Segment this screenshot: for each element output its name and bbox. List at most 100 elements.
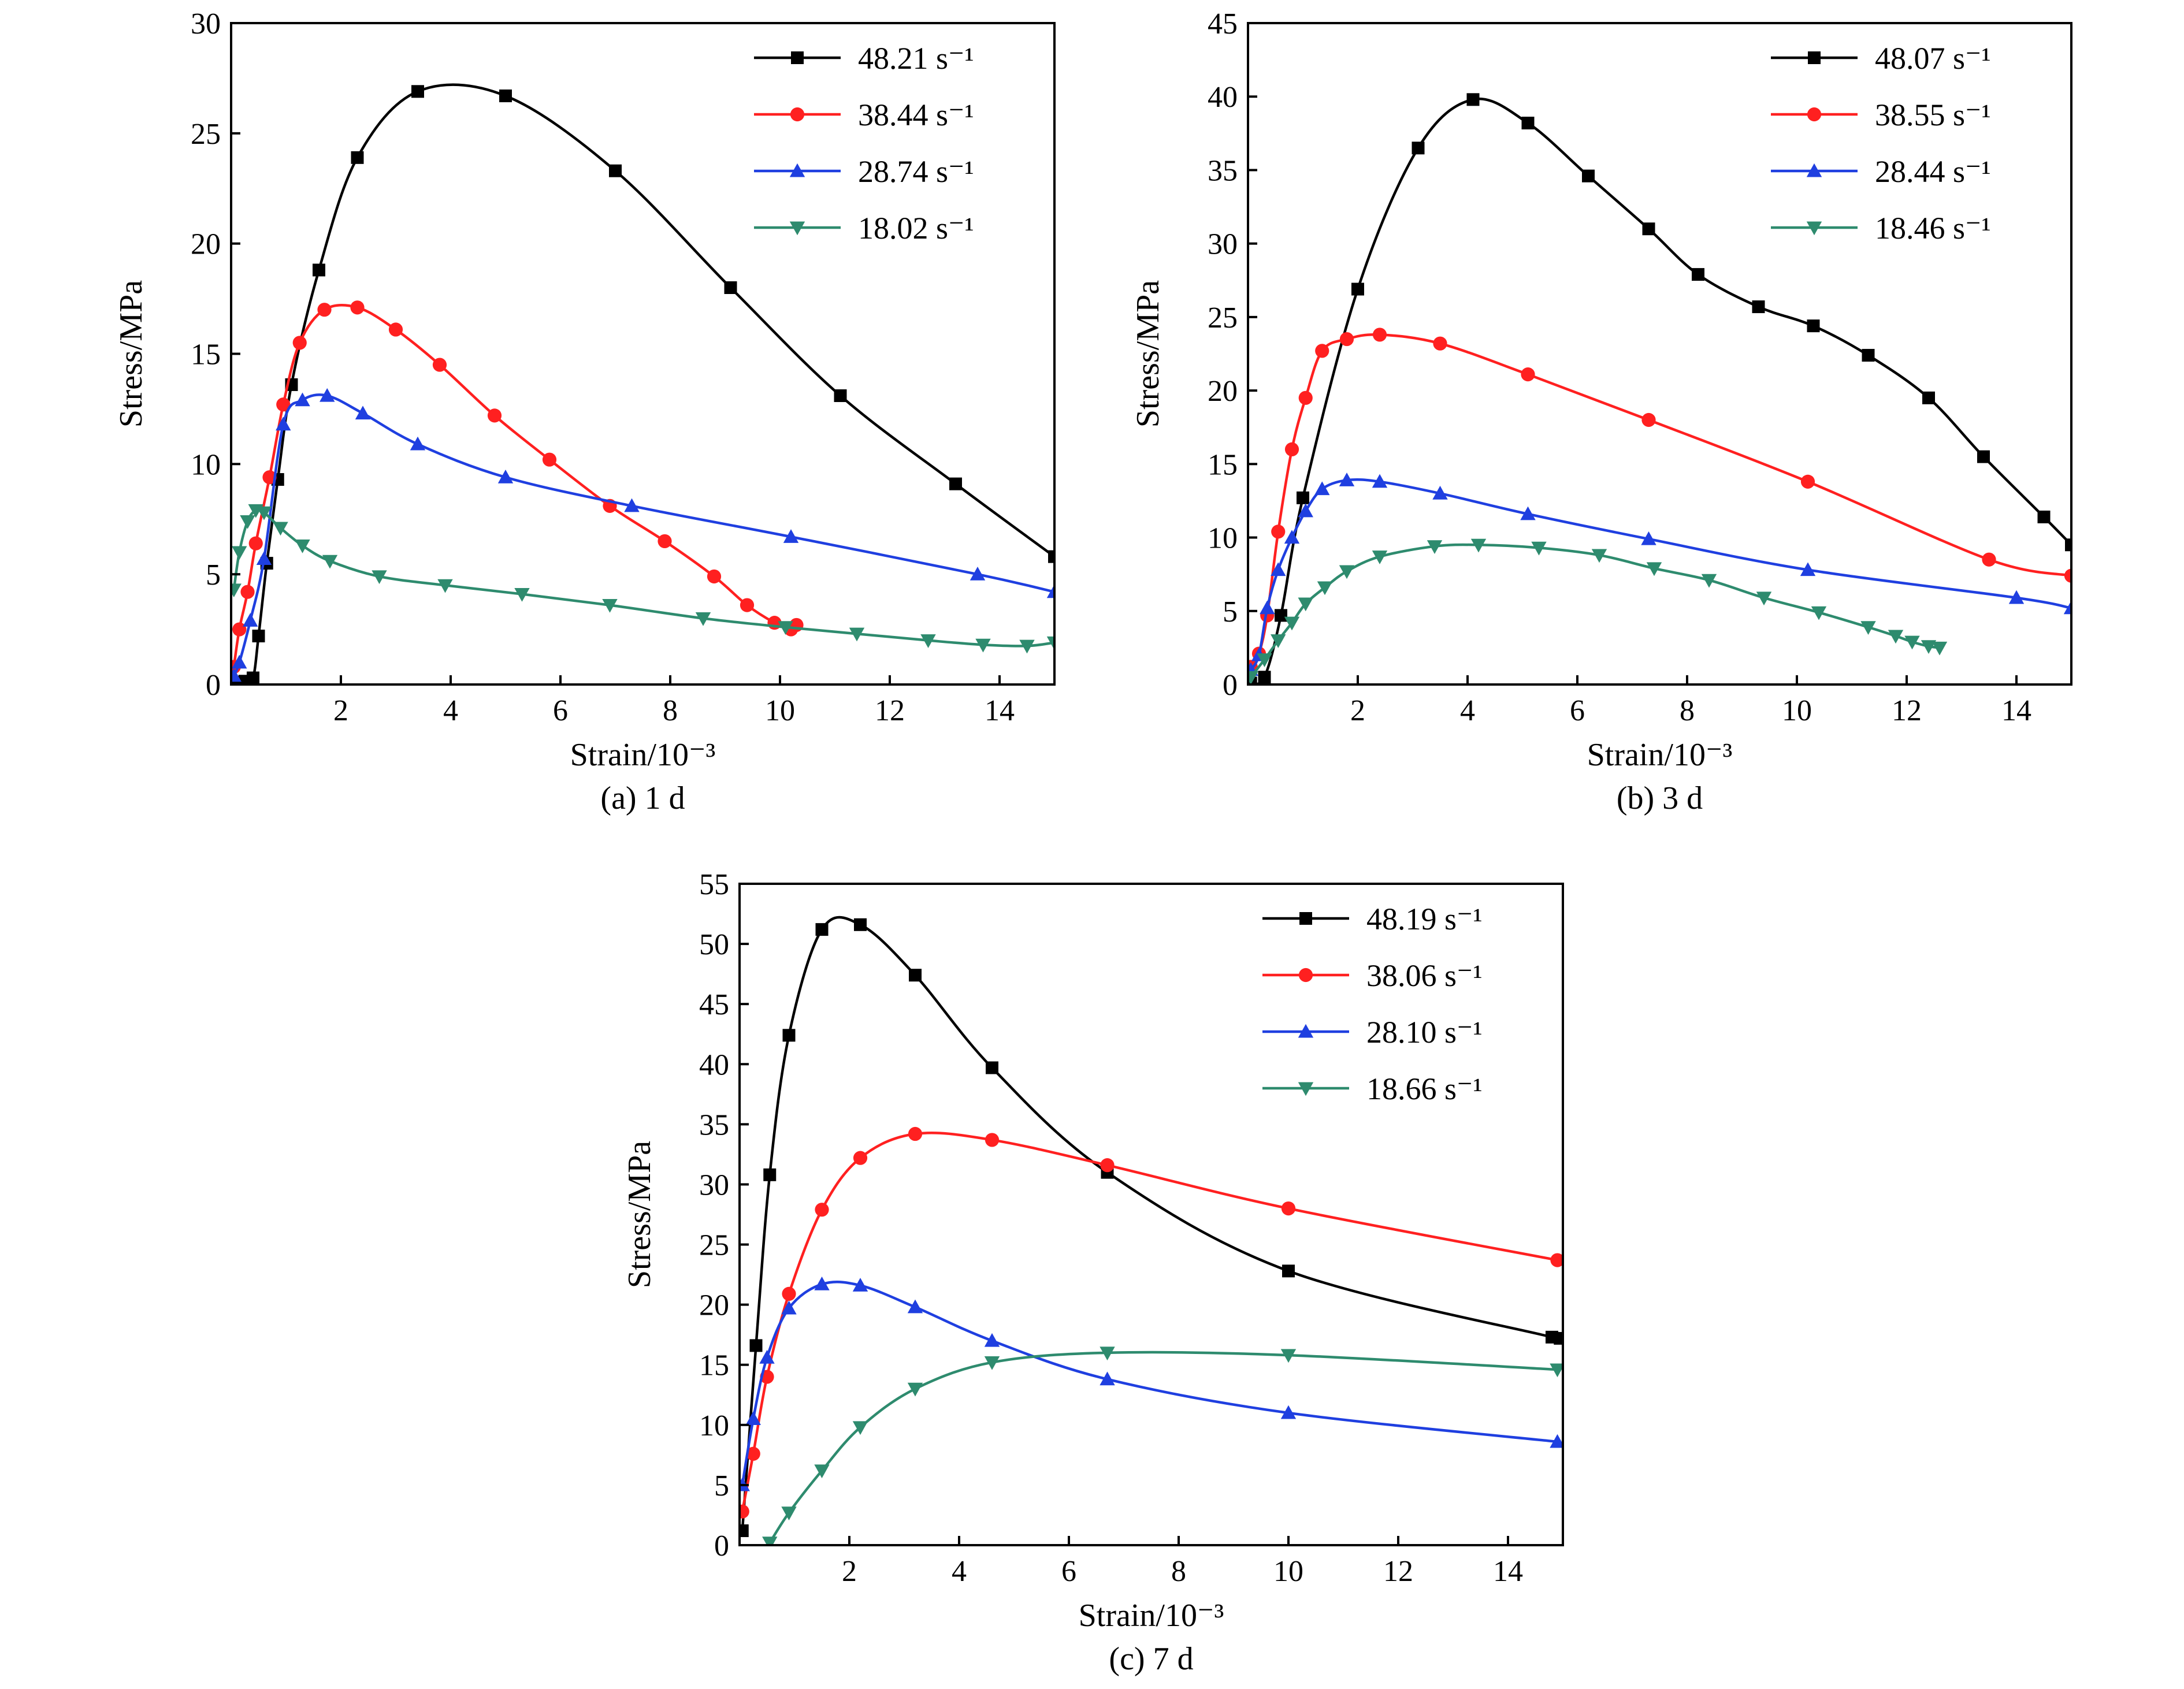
data-point-2-3 [1271, 562, 1286, 576]
data-point-3-13 [1701, 574, 1717, 588]
legend-label-2: 28.74 s⁻¹ [858, 154, 974, 189]
y-tick-label: 0 [714, 1530, 729, 1562]
data-point-0-10 [1692, 268, 1704, 281]
data-point-2-12 [1800, 562, 1816, 576]
data-point-2-2 [243, 613, 258, 627]
data-point-0-4 [815, 923, 829, 936]
data-point-3-12 [1646, 562, 1662, 576]
data-point-3-14 [849, 627, 865, 642]
y-tick-label: 30 [1208, 228, 1238, 261]
y-tick-label: 10 [1208, 522, 1238, 555]
data-point-2-10 [624, 498, 640, 512]
y-tick-label: 5 [1223, 596, 1238, 628]
x-tick-label: 2 [1350, 694, 1365, 727]
x-tick-label: 6 [1061, 1555, 1076, 1588]
data-point-3-0 [762, 1537, 778, 1545]
data-point-1-7 [985, 1133, 1000, 1147]
data-point-3-19 [1921, 640, 1937, 654]
x-tick-label: 12 [1383, 1555, 1413, 1588]
data-point-1-15 [707, 569, 722, 584]
data-point-3-20 [1932, 641, 1948, 656]
y-tick-label: 35 [699, 1108, 729, 1141]
data-point-3-1 [781, 1506, 797, 1520]
series-2 [1248, 473, 2071, 676]
series-line-0 [741, 916, 1563, 1531]
data-point-0-9 [411, 85, 424, 98]
data-point-2-10 [1550, 1434, 1563, 1448]
x-tick-label: 14 [2001, 694, 2031, 727]
series-3 [231, 504, 1054, 654]
data-point-0-11 [609, 164, 622, 177]
data-point-3-17 [1019, 639, 1035, 654]
y-tick-label: 10 [699, 1409, 729, 1442]
series-line-1 [232, 304, 798, 667]
data-point-1-6 [1315, 344, 1329, 358]
data-point-2-1 [745, 1411, 761, 1425]
y-tick-label: 15 [1208, 448, 1238, 481]
data-point-1-4 [262, 470, 277, 485]
data-point-0-15 [1048, 550, 1054, 563]
data-point-1-1 [232, 622, 247, 637]
data-point-1-3 [248, 536, 263, 550]
legend-marker-1 [1298, 968, 1313, 983]
data-point-1-4 [815, 1203, 829, 1217]
data-point-3-3 [852, 1421, 868, 1435]
data-point-2-9 [1432, 486, 1448, 500]
legend: 48.19 s⁻¹ 38.06 s⁻¹ 28.10 s⁻¹ 18.66 s⁻¹ [1262, 902, 1483, 1106]
data-point-0-3 [1297, 491, 1309, 504]
legend-marker-2 [789, 163, 805, 177]
x-tick-label: 6 [553, 694, 568, 727]
data-point-2-11 [783, 529, 799, 543]
y-tick-label: 5 [714, 1469, 729, 1502]
x-tick-label: 4 [952, 1555, 967, 1588]
data-point-1-6 [908, 1126, 923, 1141]
data-point-2-14 [2063, 600, 2071, 615]
data-point-2-2 [1260, 600, 1275, 615]
data-point-3-8 [1427, 540, 1443, 555]
data-point-2-6 [320, 388, 335, 402]
data-point-0-14 [949, 477, 962, 490]
data-point-3-0 [231, 583, 242, 598]
legend-marker-2 [1806, 163, 1822, 177]
data-point-1-13 [1982, 552, 1996, 567]
data-point-1-11 [487, 408, 502, 423]
y-axis-label: Stress/MPa [1130, 280, 1166, 427]
y-tick-label: 35 [1208, 154, 1238, 187]
legend-label-1: 38.55 s⁻¹ [1875, 98, 1991, 132]
legend-marker-0 [1299, 912, 1312, 925]
series-0 [1248, 93, 2071, 684]
data-point-3-7 [1280, 1349, 1297, 1363]
chart-panel-2: 2 4 6 8 10 12 14 0 5 10 15 20 25 30 35 40 45 50 55 Strain/1… [622, 868, 1564, 1677]
data-point-0-1 [749, 1339, 763, 1352]
data-point-2-1 [232, 654, 247, 669]
legend: 48.21 s⁻¹ 38.44 s⁻¹ 28.74 s⁻¹ 18.02 s⁻¹ [754, 41, 974, 245]
legend-marker-3 [1806, 221, 1822, 236]
data-point-3-8 [1550, 1363, 1563, 1378]
legend-marker-0 [791, 51, 804, 64]
data-point-0-11 [1554, 1331, 1563, 1345]
data-point-1-10 [1521, 367, 1535, 382]
legend-marker-2 [1298, 1024, 1314, 1038]
data-point-0-12 [724, 281, 737, 294]
data-point-3-2 [240, 515, 255, 529]
y-tick-label: 40 [1208, 81, 1238, 114]
data-point-3-2 [1271, 634, 1286, 648]
data-point-3-10 [1531, 541, 1547, 556]
data-point-3-18 [1046, 636, 1054, 650]
data-point-2-4 [276, 416, 291, 431]
x-tick-label: 6 [1570, 694, 1585, 727]
data-point-1-7 [1339, 332, 1354, 347]
data-point-3-17 [1888, 630, 1904, 644]
data-point-3-7 [1372, 550, 1388, 564]
series-2 [740, 1277, 1563, 1491]
data-point-2-4 [1284, 530, 1300, 544]
data-point-3-18 [1904, 635, 1920, 650]
data-point-3-1 [232, 546, 247, 560]
data-point-2-5 [1298, 503, 1313, 518]
data-point-1-9 [1433, 336, 1447, 351]
data-point-1-1 [746, 1446, 760, 1461]
series-1 [740, 1126, 1563, 1519]
data-point-3-15 [920, 634, 936, 648]
data-point-3-11 [602, 599, 618, 613]
